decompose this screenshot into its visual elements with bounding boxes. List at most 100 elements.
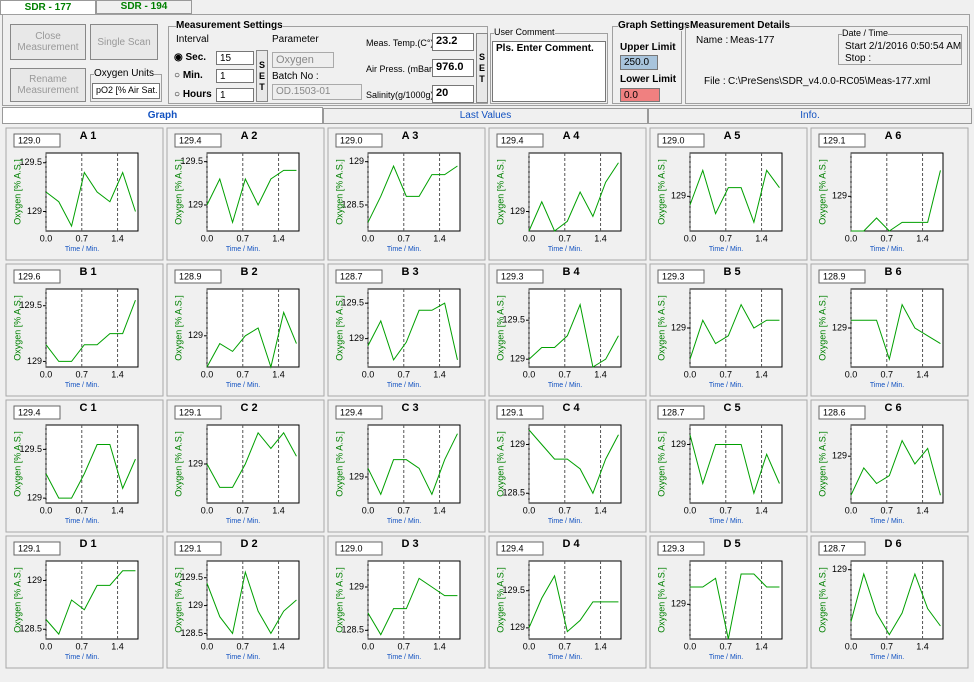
input[interactable]: 0.0 [620, 88, 660, 102]
x-tick-label: 0.7 [559, 233, 572, 243]
x-tick-label: 0.7 [76, 233, 89, 243]
y-tick-label: 129.5 [19, 444, 42, 454]
x-tick-label: 0.7 [76, 505, 89, 515]
chart-title: D 2 [240, 538, 257, 550]
x-tick-label: 0.0 [523, 641, 536, 651]
readout: 129.4 [340, 407, 363, 417]
chart-title: B 2 [240, 266, 257, 278]
group-title: Measurement Settings [176, 20, 283, 31]
set-button[interactable]: S E T [476, 33, 488, 103]
input[interactable]: 1 [216, 69, 254, 83]
readout-box [13, 269, 61, 284]
button[interactable]: Single Scan [90, 24, 158, 60]
y-tick-label: 128.5 [180, 628, 203, 638]
x-axis-label: Time / Min. [65, 246, 99, 253]
readout: 129.3 [662, 271, 685, 281]
label: Meas. Temp.(C°): [366, 38, 436, 48]
plot-area [367, 288, 461, 368]
value: Start 2/1/2016 0:50:54 AM [845, 41, 962, 52]
x-tick-label: 1.4 [755, 505, 768, 515]
tab[interactable]: SDR - 177 [0, 0, 96, 15]
data-line [367, 433, 458, 496]
chart-title: C 4 [562, 402, 580, 414]
x-tick-label: 0.7 [720, 505, 733, 515]
dropdown[interactable]: Oxygen [272, 52, 334, 68]
data-line [206, 431, 297, 488]
x-tick-label: 1.4 [755, 369, 768, 379]
label: Batch No : [272, 71, 319, 82]
x-tick-label: 0.7 [76, 369, 89, 379]
x-axis-label: Time / Min. [870, 246, 904, 253]
button[interactable]: Close Measurement [10, 24, 86, 60]
x-tick-label: 0.0 [523, 233, 536, 243]
input[interactable]: 976.0 [432, 59, 474, 77]
x-tick-label: 0.0 [201, 505, 214, 515]
chart-title: C 1 [79, 402, 96, 414]
x-axis-label: Time / Min. [548, 382, 582, 389]
x-tick-label: 0.7 [398, 369, 411, 379]
x-tick-label: 0.0 [201, 641, 214, 651]
x-tick-label: 1.4 [433, 641, 446, 651]
dropdown[interactable]: OD.1503-01 [272, 84, 362, 100]
x-axis-label: Time / Min. [226, 518, 260, 525]
data-line [367, 164, 458, 223]
y-axis-label: Oxygen [% A.S.] [817, 567, 827, 633]
data-line [45, 171, 136, 228]
x-axis-label: Time / Min. [226, 382, 260, 389]
readout: 129.0 [662, 135, 685, 145]
x-tick-label: 1.4 [272, 369, 285, 379]
x-tick-label: 1.4 [594, 505, 607, 515]
set-button[interactable]: S E T [256, 50, 268, 102]
x-tick-label: 0.0 [362, 369, 375, 379]
group-title: User Comment [494, 27, 555, 37]
dropdown[interactable]: pO2 [% Air Sat. [92, 83, 160, 99]
view-tab[interactable]: Info. [648, 108, 972, 124]
input[interactable]: 15 [216, 51, 254, 65]
x-tick-label: 0.7 [398, 641, 411, 651]
radio[interactable]: ○ Hours [174, 89, 212, 100]
y-tick-label: 129.5 [180, 572, 203, 582]
label: Lower Limit [620, 74, 677, 85]
x-tick-label: 0.0 [40, 505, 53, 515]
input[interactable]: 250.0 [620, 55, 658, 70]
textarea[interactable]: Pls. Enter Comment. [492, 41, 606, 102]
data-line [689, 303, 780, 360]
data-line [367, 577, 458, 636]
plot-area [528, 288, 622, 368]
readout-box [818, 269, 866, 284]
tab[interactable]: SDR - 194 [96, 0, 192, 14]
x-tick-label: 0.7 [720, 233, 733, 243]
plot-area [689, 424, 783, 504]
input[interactable]: 23.2 [432, 33, 474, 51]
value: Meas-177 [730, 35, 775, 46]
view-tab[interactable]: Last Values [323, 108, 648, 124]
x-tick-label: 0.7 [720, 641, 733, 651]
input[interactable]: 1 [216, 88, 254, 102]
plot-area [206, 424, 300, 504]
y-tick-label: 129.5 [19, 157, 42, 167]
readout-box [657, 133, 705, 148]
y-tick-label: 129 [188, 458, 203, 468]
readout-box [174, 269, 222, 284]
readout: 128.7 [823, 543, 846, 553]
input[interactable]: 20 [432, 85, 474, 103]
plot-area [206, 152, 300, 232]
plot-area [850, 424, 944, 504]
view-tab[interactable]: Graph [2, 107, 323, 124]
x-tick-label: 0.0 [362, 641, 375, 651]
x-tick-label: 1.4 [433, 233, 446, 243]
label: Parameter [272, 34, 319, 45]
x-tick-label: 1.4 [594, 641, 607, 651]
x-tick-label: 0.0 [684, 369, 697, 379]
y-tick-label: 129 [671, 191, 686, 201]
x-axis-label: Time / Min. [709, 518, 743, 525]
radio[interactable]: ○ Min. [174, 70, 203, 81]
y-axis-label: Oxygen [% A.S.] [817, 159, 827, 225]
x-axis-label: Time / Min. [387, 246, 421, 253]
data-line [690, 573, 780, 640]
radio[interactable]: ◉ Sec. [174, 52, 207, 63]
label: Name : [696, 35, 729, 46]
button[interactable]: Rename Measurement [10, 68, 86, 102]
readout: 129.4 [501, 543, 524, 553]
